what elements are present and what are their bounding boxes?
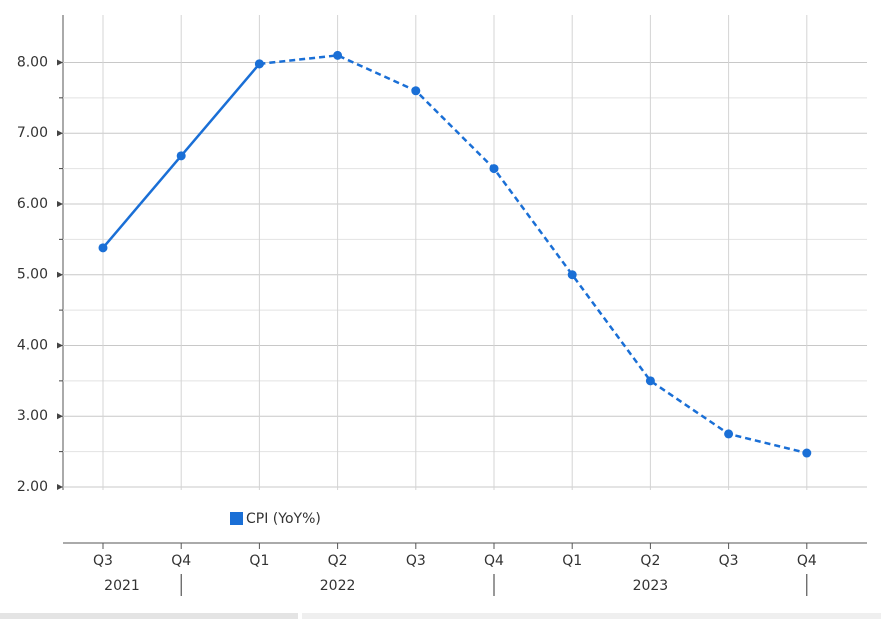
data-point — [98, 243, 108, 253]
y-tick-mark — [57, 271, 63, 278]
data-point — [333, 50, 343, 60]
x-tick-label: Q3 — [719, 553, 739, 569]
y-tick-label: 6.00 — [17, 196, 48, 212]
y-tick-mark — [57, 59, 63, 66]
y-tick-label: 4.00 — [17, 337, 48, 353]
data-point — [411, 86, 421, 96]
y-tick-label: 8.00 — [17, 54, 48, 70]
data-point — [724, 429, 734, 439]
y-tick-label: 5.00 — [17, 267, 48, 283]
x-tick-label: Q4 — [171, 553, 191, 569]
x-tick-label: Q3 — [93, 553, 113, 569]
y-tick-mark — [57, 200, 63, 207]
x-tick-label: Q3 — [406, 553, 426, 569]
x-group-label: 2021 — [104, 578, 140, 594]
legend-swatch — [230, 512, 243, 525]
data-point — [176, 151, 186, 161]
x-group-label: 2023 — [633, 578, 669, 594]
x-tick-label: Q1 — [562, 553, 582, 569]
data-point — [254, 59, 264, 69]
y-tick-mark — [57, 413, 63, 420]
scroll-strip — [0, 613, 298, 619]
y-tick-mark — [57, 342, 63, 349]
data-point — [567, 270, 577, 280]
series-line — [259, 54, 808, 455]
legend-label: CPI (YoY%) — [246, 511, 321, 527]
data-point — [802, 448, 812, 458]
x-group-label: 2022 — [320, 578, 356, 594]
y-tick-label: 2.00 — [17, 479, 48, 495]
x-tick-label: Q2 — [640, 553, 660, 569]
data-point — [489, 164, 499, 174]
y-tick-label: 7.00 — [17, 125, 48, 141]
y-tick-label: 3.00 — [17, 408, 48, 424]
y-tick-mark — [57, 484, 63, 490]
data-point — [645, 376, 655, 386]
x-tick-label: Q1 — [249, 553, 269, 569]
y-tick-mark — [57, 130, 63, 137]
x-tick-label: Q4 — [797, 553, 817, 569]
x-tick-label: Q2 — [328, 553, 348, 569]
x-tick-label: Q4 — [484, 553, 504, 569]
scroll-strip — [302, 613, 881, 619]
